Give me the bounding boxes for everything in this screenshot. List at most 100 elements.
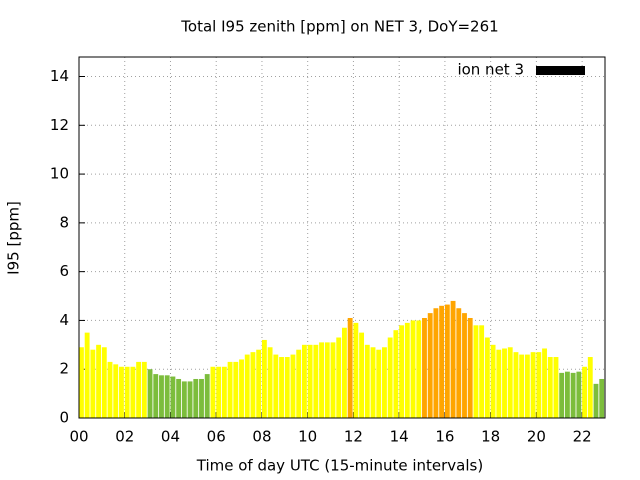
bar: [130, 366, 136, 418]
bar: [216, 366, 222, 418]
bar: [221, 366, 227, 418]
bar: [313, 344, 319, 418]
bar: [416, 320, 422, 418]
bar: [404, 322, 410, 418]
bar: [136, 361, 142, 418]
bar: [170, 376, 176, 418]
bar: [496, 349, 502, 418]
bar: [107, 361, 113, 418]
chart-title: Total I95 zenith [ppm] on NET 3, DoY=261: [180, 18, 498, 36]
bar: [519, 354, 525, 418]
bar: [564, 371, 570, 418]
bar: [467, 317, 473, 418]
bar: [587, 357, 593, 418]
bar: [319, 342, 324, 418]
x-tick-label: 16: [435, 428, 454, 446]
y-tick-label: 12: [50, 116, 69, 134]
bar: [79, 347, 84, 418]
x-tick-label: 00: [69, 428, 88, 446]
bar: [559, 372, 565, 418]
x-tick-label: 06: [207, 428, 226, 446]
bar: [261, 339, 267, 418]
plot-frame: [78, 56, 606, 419]
x-tick-label: 02: [115, 428, 134, 446]
bar: [193, 378, 199, 418]
x-tick-label: 08: [252, 428, 271, 446]
y-tick-label: 6: [59, 262, 69, 280]
bar: [536, 352, 542, 418]
bar: [181, 381, 187, 418]
bar: [462, 313, 467, 418]
bar: [576, 371, 582, 418]
bar: [382, 347, 387, 418]
y-tick-label: 0: [59, 409, 69, 427]
bar: [524, 354, 530, 418]
y-tick-label: 10: [50, 165, 69, 183]
bar: [364, 344, 370, 418]
bar: [141, 361, 147, 418]
bar: [427, 313, 433, 418]
bar: [90, 349, 96, 418]
bar: [593, 383, 599, 418]
bar: [273, 354, 279, 418]
bar: [101, 347, 107, 418]
bar: [324, 342, 330, 418]
bar: [187, 381, 193, 418]
bar: [342, 327, 347, 418]
bar: [502, 348, 507, 418]
bar: [393, 330, 399, 418]
bar: [279, 357, 284, 418]
bar: [250, 352, 256, 418]
bar: [479, 325, 485, 418]
y-tick-label: 8: [59, 213, 69, 231]
bar: [199, 378, 204, 418]
bar: [542, 348, 547, 418]
bar: [513, 352, 519, 418]
bar: [159, 375, 164, 418]
bar: [296, 349, 302, 418]
y-tick-label: 4: [59, 311, 69, 329]
bar: [301, 344, 307, 418]
x-tick-label: 10: [298, 428, 317, 446]
bar: [370, 347, 376, 418]
bar: [256, 349, 262, 418]
bar: [553, 357, 559, 418]
legend-label: ion net 3: [457, 61, 524, 79]
bar: [267, 347, 273, 418]
x-tick-label: 18: [481, 428, 500, 446]
bar: [456, 308, 462, 418]
bar: [433, 308, 439, 418]
bar: [124, 366, 130, 418]
bar: [336, 337, 342, 418]
bar: [233, 361, 239, 418]
x-tick-label: 04: [161, 428, 180, 446]
bar: [239, 359, 244, 418]
bar: [484, 337, 490, 418]
bar: [290, 354, 296, 418]
y-tick-label: 14: [50, 67, 69, 85]
bar: [96, 344, 102, 418]
x-tick-label: 22: [573, 428, 592, 446]
bar: [119, 366, 124, 418]
bar: [547, 357, 553, 418]
x-axis-label: Time of day UTC (15-minute intervals): [196, 457, 483, 475]
bar: [473, 325, 479, 418]
bar: [210, 366, 216, 418]
bar: [244, 354, 250, 418]
bar: [444, 304, 450, 418]
x-tick-label: 20: [527, 428, 546, 446]
bar: [570, 372, 576, 418]
bar: [227, 361, 233, 418]
bar: [204, 374, 210, 418]
legend-swatch: [536, 66, 585, 75]
bar: [153, 374, 159, 418]
bar: [599, 378, 605, 418]
bar: [164, 375, 170, 418]
bar: [347, 317, 353, 418]
bar: [113, 364, 119, 418]
bar: [84, 332, 90, 418]
y-axis-label: I95 [ppm]: [5, 201, 23, 275]
bar: [387, 337, 393, 418]
bar: [530, 352, 536, 418]
